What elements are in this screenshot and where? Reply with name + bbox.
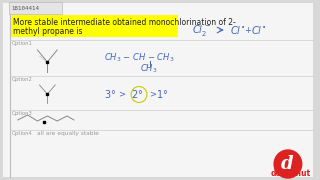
Text: $CH_3$: $CH_3$ [140,63,157,75]
Text: $2°$: $2°$ [131,88,143,100]
Text: doubtnut: doubtnut [270,170,310,179]
FancyBboxPatch shape [3,3,313,177]
Text: methyl propane is: methyl propane is [13,26,82,35]
Text: +: + [244,26,252,35]
Text: all are equally stable: all are equally stable [37,132,99,136]
FancyBboxPatch shape [11,15,179,37]
Text: $3°$: $3°$ [104,88,116,100]
Text: $1°$: $1°$ [156,88,168,100]
Text: Option2: Option2 [12,76,33,82]
Text: ♪: ♪ [293,153,298,159]
FancyBboxPatch shape [9,2,62,14]
Text: More stable intermediate obtained monochlorination of 2-: More stable intermediate obtained monoch… [13,17,236,26]
Text: $CH_3$ $-$ $CH$ $-$ $CH_3$: $CH_3$ $-$ $CH$ $-$ $CH_3$ [104,52,174,64]
Text: $Cl^{\bullet}$: $Cl^{\bullet}$ [252,24,267,36]
Text: $Cl^{\bullet}$: $Cl^{\bullet}$ [230,24,245,36]
Text: Option4: Option4 [12,132,33,136]
Text: Option1: Option1 [12,40,33,46]
Text: >: > [118,89,125,98]
Text: 18104414: 18104414 [12,6,40,10]
Text: >: > [149,89,156,98]
Text: d: d [281,155,293,173]
Text: Option3: Option3 [12,111,33,116]
Circle shape [274,150,302,178]
Text: $Cl_2^{\,-}$: $Cl_2^{\,-}$ [192,22,212,37]
